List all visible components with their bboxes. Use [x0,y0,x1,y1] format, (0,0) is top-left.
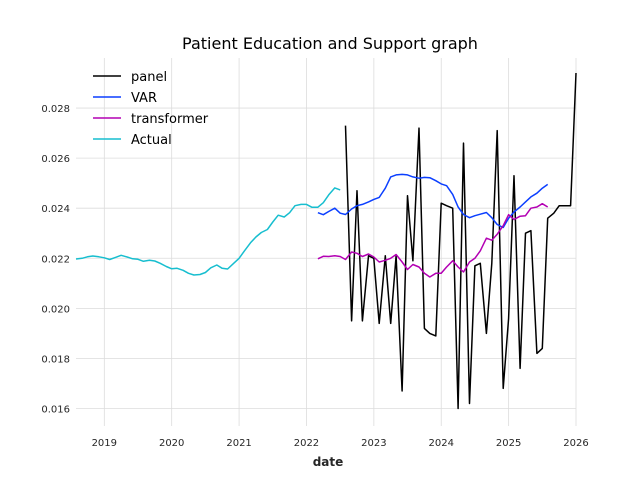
x-tick-label: 2024 [429,438,454,449]
grid [76,58,577,426]
y-tick-label: 0.024 [41,204,70,215]
series-line-actual [75,187,341,276]
y-tick-label: 0.020 [41,304,70,315]
chart-title: Patient Education and Support graph [182,34,478,53]
x-tick-label: 2022 [294,438,319,449]
x-axis-title: date [313,455,344,469]
legend-label-var: VAR [131,91,157,106]
legend-label-panel: panel [131,70,167,85]
x-tick-label: 2025 [496,438,521,449]
x-tick-label: 2019 [92,438,117,449]
legend-label-actual: Actual [131,133,172,148]
series-line-transformer [317,202,549,278]
series-line-panel [344,72,577,410]
legend-label-transformer: transformer [131,112,209,127]
y-tick-label: 0.028 [41,104,70,115]
y-tick-label: 0.016 [41,404,70,415]
x-tick-label: 2026 [563,438,588,449]
y-tick-label: 0.018 [41,354,70,365]
y-tick-label: 0.026 [41,154,70,165]
y-tick-label: 0.022 [41,254,70,265]
x-tick-labels: 2019 2020 2021 2022 2023 2024 2025 2026 [92,438,589,449]
y-tick-labels: 0.016 0.018 0.020 0.022 0.024 0.026 0.028 [41,104,70,415]
series-line-var [317,173,549,229]
x-tick-label: 2023 [361,438,386,449]
x-tick-label: 2020 [159,438,184,449]
series-lines [75,72,577,410]
legend: panel VAR transformer Actual [93,70,209,148]
x-tick-label: 2021 [226,438,251,449]
